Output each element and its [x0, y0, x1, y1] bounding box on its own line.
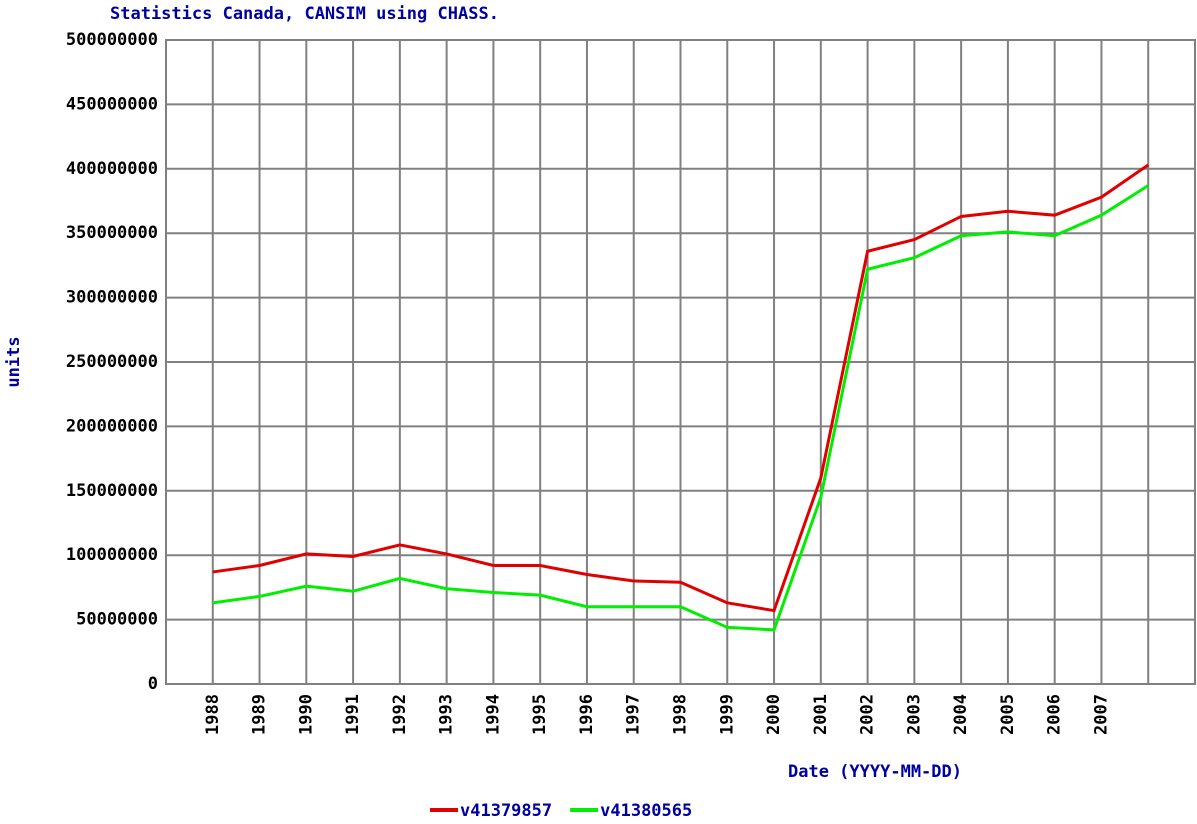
x-tick-label: 2005 [998, 694, 1018, 735]
x-tick-label: 2000 [764, 694, 784, 735]
y-tick-label: 450000000 [66, 94, 158, 114]
y-tick-label: 350000000 [66, 223, 158, 243]
x-tick-label: 1991 [343, 694, 363, 735]
y-tick-label: 500000000 [66, 30, 158, 50]
x-tick-label: 2001 [811, 694, 831, 735]
legend-label: v41379857 [460, 801, 552, 821]
y-tick-label: 200000000 [66, 416, 158, 436]
y-axis-label: units [4, 336, 24, 387]
x-tick-label: 2007 [1091, 694, 1111, 735]
series-line [212, 184, 1150, 632]
x-tick-label: 1990 [296, 694, 316, 735]
chart-title: Statistics Canada, CANSIM using CHASS. [110, 4, 499, 24]
x-tick-label: 1993 [437, 694, 457, 735]
series-line [212, 163, 1150, 613]
y-tick-label: 0 [148, 674, 158, 694]
x-tick-label: 1997 [624, 694, 644, 735]
x-axis-label: Date (YYYY-MM-DD) [788, 762, 962, 782]
x-tick-label: 1996 [577, 694, 597, 735]
y-tick-label: 300000000 [66, 288, 158, 308]
y-tick-label: 100000000 [66, 545, 158, 565]
x-tick-label: 1989 [250, 694, 270, 735]
x-tick-label: 2003 [904, 694, 924, 735]
y-tick-label: 400000000 [66, 159, 158, 179]
y-tick-label: 250000000 [66, 352, 158, 372]
x-tick-label: 1994 [483, 694, 503, 735]
x-tick-label: 2006 [1045, 694, 1065, 735]
y-tick-label: 150000000 [66, 481, 158, 501]
x-tick-label: 1988 [203, 694, 223, 735]
legend-label: v41380565 [600, 801, 692, 821]
x-tick-label: 1995 [530, 694, 550, 735]
x-tick-label: 1999 [717, 694, 737, 735]
x-tick-label: 2004 [951, 694, 971, 735]
x-tick-label: 2002 [858, 694, 878, 735]
x-tick-label: 1998 [671, 694, 691, 735]
y-tick-label: 50000000 [76, 610, 158, 630]
x-tick-label: 1992 [390, 694, 410, 735]
